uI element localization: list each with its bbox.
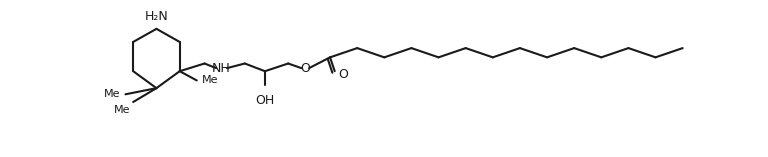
Text: Me: Me — [104, 89, 121, 99]
Text: O: O — [338, 68, 348, 81]
Text: H₂N: H₂N — [144, 10, 168, 23]
Text: OH: OH — [255, 94, 275, 107]
Text: NH: NH — [212, 62, 231, 75]
Text: O: O — [300, 62, 310, 75]
Text: Me: Me — [202, 76, 219, 85]
Text: Me: Me — [114, 105, 130, 115]
